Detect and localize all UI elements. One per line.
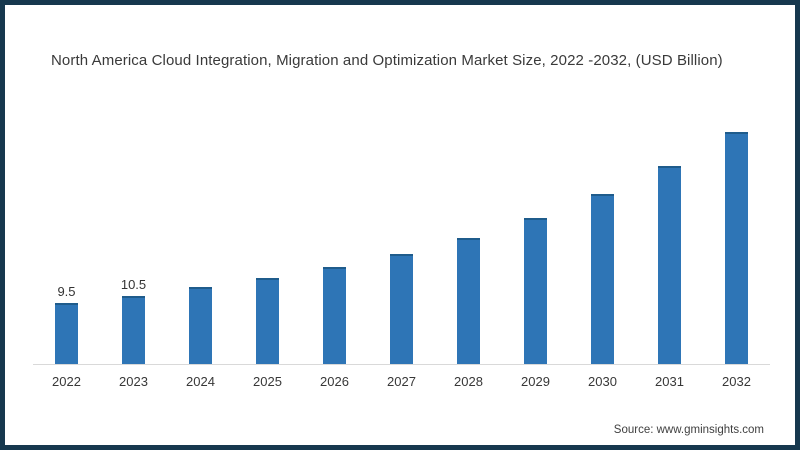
bar-2024 xyxy=(189,287,212,364)
bar-column-2026 xyxy=(301,119,368,364)
bar-column-2028 xyxy=(435,119,502,364)
bar-column-2027 xyxy=(368,119,435,364)
x-tick-label-2025: 2025 xyxy=(253,374,282,389)
x-tick-label-2031: 2031 xyxy=(655,374,684,389)
bar-2032 xyxy=(725,132,748,364)
bar-column-2022: 9.5 xyxy=(33,119,100,364)
x-tick-label-2022: 2022 xyxy=(52,374,81,389)
bar-2022 xyxy=(55,303,78,364)
bar-column-2024 xyxy=(167,119,234,364)
bar-2028 xyxy=(457,238,480,364)
bar-2031 xyxy=(658,166,681,364)
source-attribution: Source: www.gminsights.com xyxy=(613,424,764,436)
x-tick-label-2024: 2024 xyxy=(186,374,215,389)
x-tick-label-2030: 2030 xyxy=(588,374,617,389)
bar-2030 xyxy=(591,194,614,364)
bar-2025 xyxy=(256,278,279,364)
bar-column-2025 xyxy=(234,119,301,364)
x-tick-label-2027: 2027 xyxy=(387,374,416,389)
x-tick-label-2023: 2023 xyxy=(119,374,148,389)
x-tick-label-2028: 2028 xyxy=(454,374,483,389)
bar-column-2029 xyxy=(502,119,569,364)
bar-2026 xyxy=(323,267,346,364)
x-axis-tick-labels: 2022 2023 2024 2025 2026 2027 2028 2029 2030 2031… xyxy=(33,375,770,388)
bar-2029 xyxy=(524,218,547,364)
x-tick-label-2032: 2032 xyxy=(722,374,751,389)
bar-column-2031 xyxy=(636,119,703,364)
plot-area: 9.5 10.5 xyxy=(33,119,770,365)
chart-title: North America Cloud Integration, Migrati… xyxy=(51,52,723,69)
bar-2027 xyxy=(390,254,413,364)
bar-column-2032 xyxy=(703,119,770,364)
bar-column-2023: 10.5 xyxy=(100,119,167,364)
x-tick-label-2029: 2029 xyxy=(521,374,550,389)
x-tick-label-2026: 2026 xyxy=(320,374,349,389)
bar-value-label-2023: 10.5 xyxy=(120,277,147,292)
bar-2023 xyxy=(122,296,145,364)
bar-column-2030 xyxy=(569,119,636,364)
bar-value-label-2022: 9.5 xyxy=(57,284,76,299)
